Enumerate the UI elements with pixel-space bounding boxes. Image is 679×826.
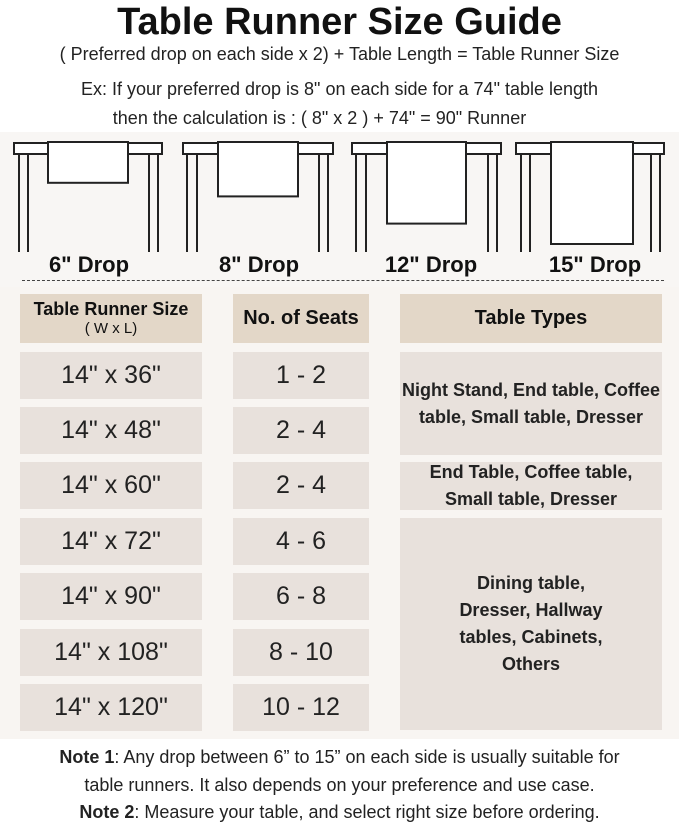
dashed-divider: [22, 280, 664, 281]
table-types-2: End Table, Coffee table, Small table, Dr…: [400, 462, 662, 510]
formula: ( Preferred drop on each side x 2) + Tab…: [59, 44, 620, 64]
tables-drawing: [13, 141, 665, 252]
size-cell: 14" x 108": [20, 629, 202, 676]
note-1-text: : Any drop between 6” to 15” on each sid…: [114, 747, 620, 767]
seats-cell: 6 - 8: [233, 573, 369, 620]
note-1: Note 1: Any drop between 6” to 15” on ea…: [0, 746, 679, 768]
drop-label-15: 15" Drop: [548, 252, 642, 277]
runner-15in: [550, 141, 634, 245]
header-types: Table Types: [400, 294, 662, 343]
size-cell: 14" x 36": [20, 352, 202, 399]
size-cell: 14" x 120": [20, 684, 202, 731]
note-2: Note 2: Measure your table, and select r…: [0, 801, 679, 823]
seats-cell: 1 - 2: [233, 352, 369, 399]
example-line-2: then the calculation is : ( 8" x 2 ) + 7…: [112, 108, 527, 128]
size-cell: 14" x 90": [20, 573, 202, 620]
table-types-1: Night Stand, End table, Coffee table, Sm…: [400, 352, 662, 455]
seats-cell: 8 - 10: [233, 629, 369, 676]
header-size-sub: ( W x L): [84, 319, 138, 337]
header-seats: No. of Seats: [233, 294, 369, 343]
drop-label-6: 6" Drop: [48, 252, 130, 277]
seats-cell: 2 - 4: [233, 407, 369, 454]
header-size: Table Runner Size ( W x L): [20, 294, 202, 343]
seats-cell: 4 - 6: [233, 518, 369, 565]
size-cell: 14" x 60": [20, 462, 202, 509]
drop-label-8: 8" Drop: [218, 252, 300, 277]
runner-12in: [386, 141, 467, 225]
page-title: Table Runner Size Guide: [117, 1, 562, 43]
example-line-1: Ex: If your preferred drop is 8" on each…: [80, 79, 599, 99]
table-types-3: Dining table, Dresser, Hallway tables, C…: [400, 518, 662, 730]
seats-cell: 10 - 12: [233, 684, 369, 731]
seats-cell: 2 - 4: [233, 462, 369, 509]
note-2-label: Note 2: [79, 802, 135, 822]
drop-label-12: 12" Drop: [384, 252, 478, 277]
runner-6in: [47, 141, 129, 184]
note-1-cont: table runners. It also depends on your p…: [84, 775, 595, 795]
drop-illustrations: [0, 132, 679, 287]
header-size-label: Table Runner Size: [33, 298, 189, 319]
size-cell: 14" x 72": [20, 518, 202, 565]
note-2-text: : Measure your table, and select right s…: [134, 802, 600, 822]
note-1-label: Note 1: [59, 747, 115, 767]
size-cell: 14" x 48": [20, 407, 202, 454]
runner-8in: [217, 141, 299, 198]
